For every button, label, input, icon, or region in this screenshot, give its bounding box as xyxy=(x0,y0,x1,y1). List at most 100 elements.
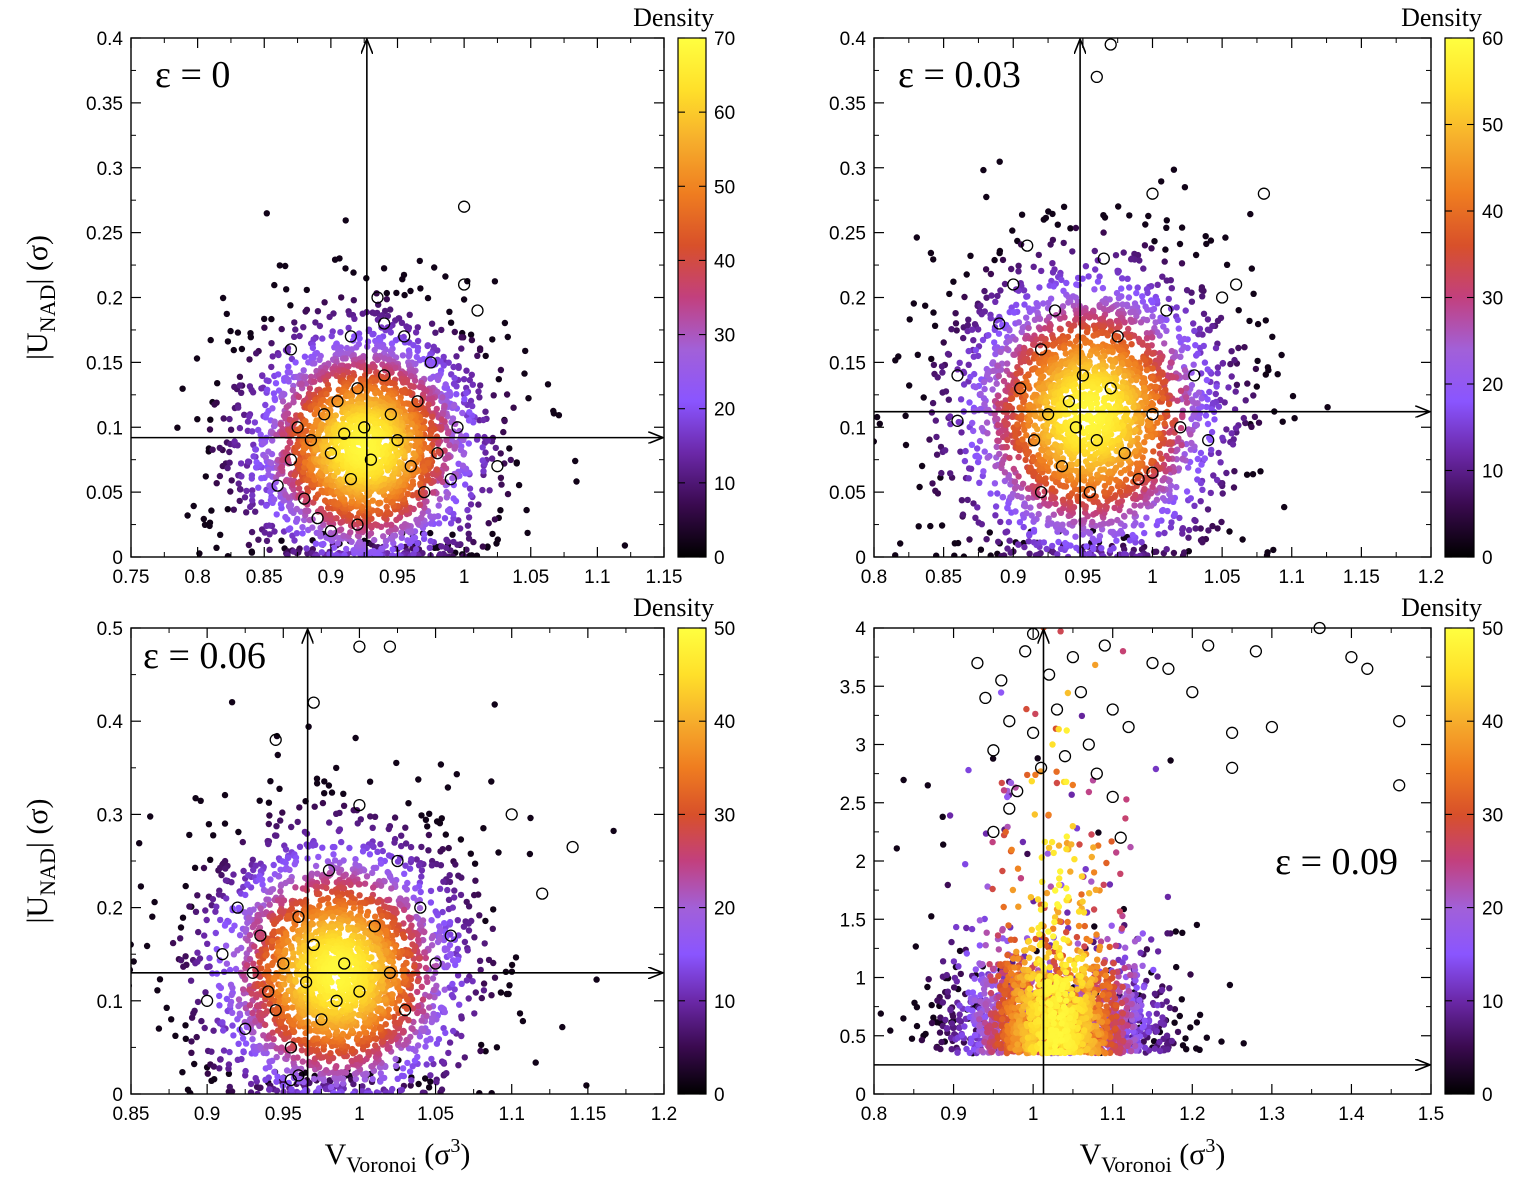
data-point xyxy=(272,380,280,387)
data-point xyxy=(435,520,443,527)
data-point xyxy=(1182,373,1189,381)
data-point xyxy=(282,477,290,485)
data-point xyxy=(312,540,320,547)
data-point xyxy=(271,281,278,289)
data-point xyxy=(1242,397,1249,404)
data-point xyxy=(1033,515,1040,523)
data-point xyxy=(1059,521,1066,528)
data-point xyxy=(1083,543,1090,550)
data-point xyxy=(962,447,969,455)
data-point xyxy=(991,339,998,346)
colorbar-tick-label: 10 xyxy=(714,474,735,495)
open-circle-marker xyxy=(411,395,424,408)
data-point xyxy=(278,537,285,544)
data-point xyxy=(292,326,299,333)
data-point xyxy=(1119,301,1126,308)
data-point xyxy=(1010,465,1017,473)
data-point xyxy=(1170,468,1178,475)
open-circle-marker xyxy=(398,330,411,343)
data-point xyxy=(1094,278,1102,285)
data-point xyxy=(1141,439,1148,446)
data-point xyxy=(1143,366,1151,374)
data-point xyxy=(994,490,1001,497)
data-point xyxy=(1107,327,1115,334)
data-point xyxy=(416,257,423,265)
data-point xyxy=(1045,449,1052,456)
data-point xyxy=(525,395,532,402)
data-point xyxy=(332,412,339,419)
data-point xyxy=(445,359,452,366)
data-point xyxy=(306,385,314,392)
data-point xyxy=(412,442,419,449)
data-point xyxy=(1163,546,1170,553)
data-point xyxy=(1038,267,1045,275)
data-point xyxy=(398,529,405,536)
data-point xyxy=(231,383,238,391)
data-point xyxy=(960,334,967,342)
data-point xyxy=(1199,486,1206,493)
data-point xyxy=(1104,332,1111,339)
data-point xyxy=(1156,450,1164,457)
data-point xyxy=(419,510,426,517)
data-point xyxy=(224,464,231,472)
data-point xyxy=(1149,313,1156,320)
data-point xyxy=(482,408,489,415)
data-point xyxy=(404,490,412,498)
data-point xyxy=(323,390,330,398)
data-point xyxy=(388,340,396,347)
data-point xyxy=(314,308,322,315)
data-point xyxy=(970,427,977,435)
data-point xyxy=(1228,430,1235,437)
data-point xyxy=(1191,516,1198,524)
data-point xyxy=(951,552,958,557)
data-point xyxy=(1033,336,1040,343)
data-point xyxy=(1241,344,1248,351)
data-point xyxy=(474,352,481,359)
data-point xyxy=(247,503,254,511)
data-point xyxy=(500,428,507,436)
data-point xyxy=(252,508,259,515)
data-point xyxy=(206,426,214,433)
open-circle-marker xyxy=(384,408,397,421)
y-tick-label: 0 xyxy=(112,548,123,569)
data-point xyxy=(466,552,473,557)
data-point xyxy=(462,481,469,488)
data-point xyxy=(1036,315,1044,322)
data-point xyxy=(1127,309,1134,316)
data-point xyxy=(238,345,246,353)
data-point xyxy=(927,249,935,257)
open-circle-marker xyxy=(298,492,311,505)
data-point xyxy=(930,309,937,316)
data-point xyxy=(1000,552,1008,557)
data-point xyxy=(1214,525,1221,532)
data-point xyxy=(1159,395,1167,402)
data-point xyxy=(271,395,278,402)
data-point xyxy=(429,470,436,478)
open-circle-marker xyxy=(404,460,417,473)
data-point xyxy=(1178,224,1186,231)
data-point xyxy=(1112,252,1120,259)
data-point xyxy=(1215,449,1222,457)
data-point xyxy=(469,381,476,388)
data-point xyxy=(1060,203,1068,210)
data-point xyxy=(1263,552,1271,557)
data-point xyxy=(1018,211,1026,218)
data-point xyxy=(1046,500,1054,507)
data-point xyxy=(216,472,224,480)
data-point xyxy=(337,329,344,336)
data-point xyxy=(1030,341,1037,348)
data-point xyxy=(475,501,482,508)
data-point xyxy=(374,356,381,364)
data-point xyxy=(996,249,1003,257)
data-point xyxy=(412,329,420,336)
data-point xyxy=(330,544,338,551)
data-point xyxy=(299,530,306,537)
data-point xyxy=(1249,471,1257,478)
data-point xyxy=(452,471,460,478)
data-point xyxy=(504,490,512,498)
data-point xyxy=(399,389,406,396)
data-point xyxy=(326,313,333,321)
data-point xyxy=(372,389,379,397)
data-point xyxy=(249,389,257,396)
data-point xyxy=(270,390,278,397)
